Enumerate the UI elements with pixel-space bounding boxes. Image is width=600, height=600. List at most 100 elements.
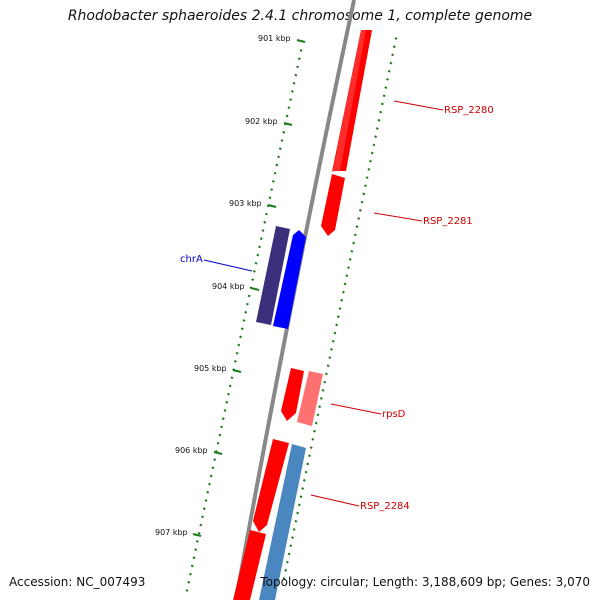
minor-tick bbox=[194, 548, 198, 551]
minor-tick bbox=[237, 343, 241, 347]
minor-tick bbox=[367, 168, 371, 171]
minor-tick bbox=[301, 487, 305, 490]
minor-tick bbox=[223, 409, 227, 412]
gene-label-chrA[interactable]: chrA bbox=[180, 254, 203, 265]
gene-rsp-2284[interactable] bbox=[233, 439, 306, 600]
minor-tick bbox=[190, 564, 194, 568]
minor-tick bbox=[362, 192, 366, 196]
gene-label-rsp-2281[interactable]: RSP_2281 bbox=[423, 216, 473, 227]
minor-tick bbox=[306, 462, 310, 466]
kbp-scale: 901 kbp 902 kbp 903 kbp 904 kbp 905 kbp … bbox=[155, 34, 306, 537]
minor-tick bbox=[209, 474, 213, 478]
minor-tick bbox=[244, 310, 248, 314]
minor-tick bbox=[374, 135, 378, 139]
tick-label-905: 905 kbp bbox=[194, 364, 227, 373]
minor-tick bbox=[302, 478, 306, 482]
minor-tick bbox=[265, 212, 268, 216]
minor-tick bbox=[313, 429, 316, 433]
minor-tick bbox=[192, 556, 196, 560]
minor-tick bbox=[189, 572, 192, 576]
minor-tick bbox=[294, 73, 298, 77]
minor-tick bbox=[314, 421, 318, 425]
tick-label-904: 904 kbp bbox=[212, 282, 245, 291]
minor-tick bbox=[299, 49, 303, 52]
minor-tick bbox=[358, 208, 362, 212]
gene-arrow-rpsD[interactable] bbox=[297, 371, 323, 426]
minor-tick bbox=[304, 470, 308, 474]
minor-tick bbox=[218, 433, 222, 437]
minor-tick bbox=[233, 360, 237, 363]
minor-tick bbox=[350, 249, 354, 253]
minor-tick bbox=[294, 519, 298, 523]
minor-tick bbox=[355, 225, 359, 229]
gene-rsp-2280[interactable] bbox=[332, 30, 372, 172]
minor-tick bbox=[228, 384, 232, 388]
gene-chrA[interactable] bbox=[256, 226, 306, 329]
major-tick-906 bbox=[213, 451, 223, 455]
gene-arrow-rsp-2281[interactable] bbox=[321, 174, 345, 236]
gene-arrow-rsp-2284[interactable] bbox=[259, 444, 306, 600]
minor-tick bbox=[263, 220, 267, 224]
minor-tick bbox=[331, 339, 335, 343]
gene-arrow-chrA[interactable] bbox=[273, 230, 306, 329]
accession-label: Accession: NC_007493 bbox=[9, 575, 146, 589]
map-title: Rhodobacter sphaeroides 2.4.1 chromosome… bbox=[67, 8, 533, 24]
gene-arrow-highlight bbox=[333, 30, 366, 171]
gene-label-rsp-2280[interactable]: RSP_2280 bbox=[444, 105, 494, 116]
minor-tick bbox=[292, 81, 296, 85]
minor-tick bbox=[382, 94, 386, 98]
minor-tick bbox=[309, 446, 313, 449]
minor-tick bbox=[242, 319, 246, 322]
minor-tick bbox=[259, 237, 263, 241]
minor-tick bbox=[296, 511, 300, 515]
minor-tick bbox=[289, 544, 293, 548]
minor-tick bbox=[311, 438, 315, 441]
minor-tick bbox=[338, 307, 342, 310]
leader-rsp-2281 bbox=[373, 212, 423, 222]
gene-arrow-rpsD-reverse[interactable] bbox=[281, 368, 304, 421]
minor-tick bbox=[282, 130, 286, 134]
minor-tick bbox=[384, 86, 388, 89]
minor-tick bbox=[370, 151, 374, 155]
minor-tick bbox=[239, 335, 242, 339]
minor-tick bbox=[289, 98, 293, 101]
minor-tick bbox=[246, 302, 249, 306]
minor-tick bbox=[347, 266, 350, 269]
minor-tick bbox=[379, 110, 383, 114]
minor-tick bbox=[270, 188, 274, 191]
major-tick-903 bbox=[267, 204, 277, 208]
minor-tick bbox=[335, 323, 339, 327]
tick-label-901: 901 kbp bbox=[258, 34, 291, 43]
gene-label-rsp-2284[interactable]: RSP_2284 bbox=[360, 501, 410, 512]
major-tick-901 bbox=[296, 39, 306, 43]
minor-tick bbox=[316, 413, 320, 417]
gene-label-rpsD[interactable]: rpsD bbox=[382, 409, 406, 420]
minor-tick bbox=[216, 441, 220, 445]
leader-rpsD bbox=[330, 403, 382, 415]
minor-tick bbox=[268, 196, 272, 200]
minor-tick bbox=[308, 454, 311, 458]
leader-rsp-2280 bbox=[393, 100, 444, 111]
minor-tick bbox=[230, 376, 234, 380]
minor-tick bbox=[372, 143, 376, 147]
minor-tick bbox=[204, 499, 208, 502]
minor-tick bbox=[221, 417, 225, 421]
minor-tick bbox=[261, 229, 265, 232]
tick-label-906: 906 kbp bbox=[175, 446, 208, 455]
minor-tick bbox=[220, 425, 223, 429]
minor-tick bbox=[290, 90, 294, 93]
minor-tick bbox=[343, 282, 347, 286]
minor-tick bbox=[321, 388, 325, 392]
minor-tick bbox=[369, 159, 372, 163]
leader-chrA bbox=[203, 259, 253, 272]
major-tick-904 bbox=[250, 287, 260, 291]
gene-rsp-2281[interactable] bbox=[321, 174, 345, 236]
minor-tick bbox=[318, 405, 322, 409]
minor-tick bbox=[323, 380, 327, 384]
minor-tick bbox=[258, 245, 261, 249]
gene-arrow-rsp-2284-reverse[interactable] bbox=[253, 439, 289, 532]
minor-tick bbox=[282, 577, 286, 580]
minor-tick bbox=[360, 200, 364, 204]
minor-tick bbox=[299, 495, 303, 499]
gene-rpsD[interactable] bbox=[281, 368, 323, 426]
